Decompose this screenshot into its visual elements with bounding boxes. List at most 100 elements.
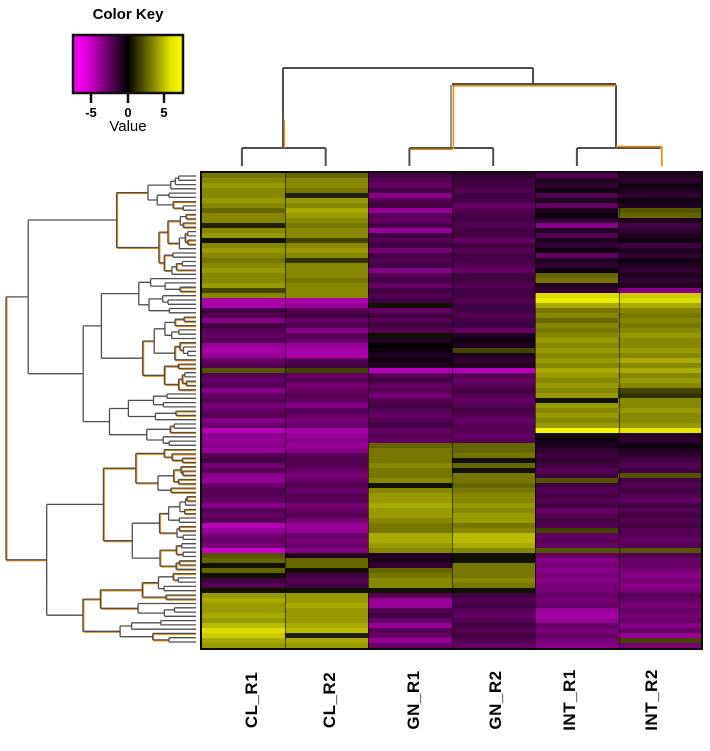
heatmap-cell <box>285 428 369 433</box>
heatmap-cell <box>617 403 702 408</box>
heatmap-cell <box>617 578 702 583</box>
heatmap-row <box>202 278 702 283</box>
heatmap-row <box>202 413 702 418</box>
heatmap-cell <box>285 303 369 308</box>
heatmap-row <box>202 463 702 468</box>
heatmap-cell <box>451 478 535 483</box>
heatmap-cell <box>202 208 286 213</box>
heatmap-cell <box>451 253 535 258</box>
col-label-gn-r2: GN_R2 <box>486 670 505 730</box>
heatmap-cell <box>617 248 702 253</box>
heatmap-cell <box>202 338 286 343</box>
heatmap-cell <box>285 218 369 223</box>
heatmap-cell <box>368 498 452 503</box>
heatmap-cell <box>285 473 369 478</box>
heatmap-row <box>202 383 702 388</box>
heatmap-cell <box>534 598 618 603</box>
heatmap-cell <box>285 618 369 623</box>
heatmap-cell <box>617 193 702 198</box>
heatmap-cell <box>451 453 535 458</box>
heatmap-cell <box>202 378 286 383</box>
heatmap-cell <box>451 583 535 588</box>
heatmap-row <box>202 563 702 568</box>
heatmap-cell <box>202 473 286 478</box>
heatmap-cell <box>534 263 618 268</box>
heatmap-cell <box>285 293 369 298</box>
heatmap-cell <box>285 498 369 503</box>
heatmap-cell <box>285 323 369 328</box>
heatmap-cell <box>285 173 369 178</box>
heatmap-cell <box>451 368 535 373</box>
heatmap-row <box>202 473 702 478</box>
heatmap-cell <box>368 373 452 378</box>
heatmap-cell <box>534 553 618 558</box>
heatmap-row <box>202 248 702 253</box>
heatmap-cell <box>534 273 618 278</box>
heatmap-cell <box>534 178 618 183</box>
heatmap-cell <box>451 188 535 193</box>
heatmap-cell <box>285 363 369 368</box>
heatmap-cell <box>617 348 702 353</box>
heatmap-cell <box>368 338 452 343</box>
heatmap-cell <box>534 543 618 548</box>
heatmap-cell <box>285 348 369 353</box>
heatmap-cell <box>285 328 369 333</box>
col-label-int-r1: INT_R1 <box>560 669 579 731</box>
heatmap-cell <box>617 373 702 378</box>
heatmap-cell <box>534 568 618 573</box>
heatmap-cell <box>534 638 618 643</box>
heatmap-cell <box>451 513 535 518</box>
heatmap-cell <box>617 598 702 603</box>
heatmap-row <box>202 588 702 593</box>
heatmap-cell <box>451 173 535 178</box>
heatmap-cell <box>617 593 702 598</box>
heatmap-cell <box>617 488 702 493</box>
heatmap-cell <box>534 313 618 318</box>
heatmap-cell <box>368 448 452 453</box>
heatmap-cell <box>368 288 452 293</box>
heatmap-cell <box>285 368 369 373</box>
heatmap-cell <box>617 253 702 258</box>
heatmap-cell <box>534 278 618 283</box>
heatmap-cell <box>202 568 286 573</box>
heatmap-cell <box>451 193 535 198</box>
heatmap-row <box>202 623 702 628</box>
heatmap-cell <box>202 333 286 338</box>
heatmap-cell <box>617 368 702 373</box>
heatmap-cell <box>617 443 702 448</box>
heatmap-cell <box>534 358 618 363</box>
heatmap-cell <box>534 218 618 223</box>
heatmap-cell <box>534 583 618 588</box>
heatmap-cell <box>202 413 286 418</box>
heatmap-cell <box>451 378 535 383</box>
heatmap-cell <box>368 358 452 363</box>
heatmap-cell <box>285 593 369 598</box>
heatmap-cell <box>202 563 286 568</box>
heatmap-cell <box>617 643 702 648</box>
heatmap-row <box>202 293 702 298</box>
heatmap-cell <box>617 573 702 578</box>
heatmap-cell <box>202 328 286 333</box>
heatmap-cell <box>534 533 618 538</box>
heatmap-cell <box>451 523 535 528</box>
heatmap-cell <box>202 193 286 198</box>
heatmap-cell <box>534 318 618 323</box>
tick-zero: 0 <box>124 105 132 120</box>
heatmap-cell <box>451 403 535 408</box>
heatmap-row <box>202 313 702 318</box>
heatmap-row <box>202 613 702 618</box>
heatmap-cell <box>534 628 618 633</box>
heatmap-cell <box>451 423 535 428</box>
heatmap-cell <box>617 503 702 508</box>
heatmap-cell <box>617 583 702 588</box>
heatmap-cell <box>368 553 452 558</box>
heatmap-cell <box>534 608 618 613</box>
heatmap-cell <box>617 538 702 543</box>
heatmap-cell <box>368 293 452 298</box>
heatmap-cell <box>368 638 452 643</box>
heatmap-cell <box>534 563 618 568</box>
heatmap-cell <box>534 443 618 448</box>
heatmap-cell <box>202 248 286 253</box>
heatmap-cell <box>202 558 286 563</box>
heatmap-cell <box>285 198 369 203</box>
